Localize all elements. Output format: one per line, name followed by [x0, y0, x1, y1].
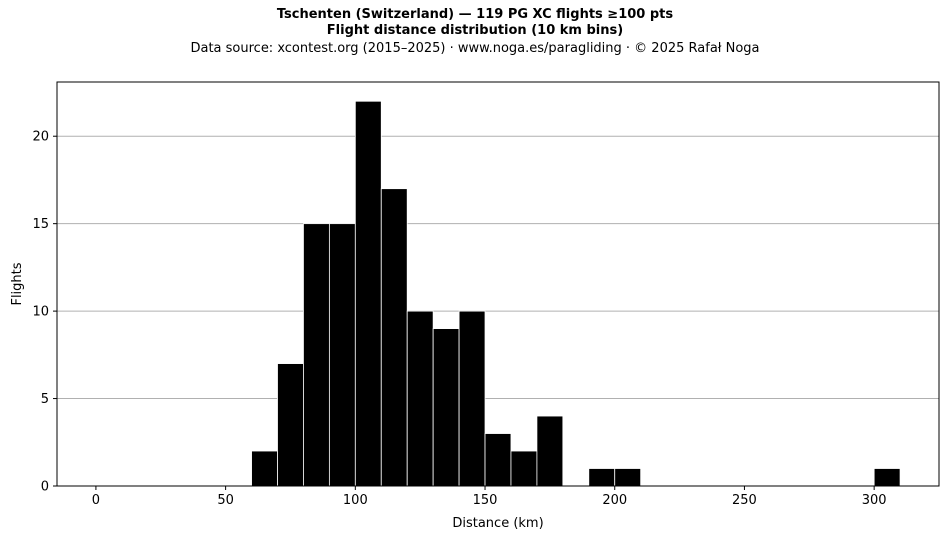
y-tick-label: 15	[32, 217, 49, 232]
histogram-bar	[873, 468, 901, 487]
histogram-bar	[536, 415, 564, 487]
x-tick-label: 300	[862, 493, 887, 508]
chart-title: Tschenten (Switzerland) — 119 PG XC flig…	[276, 7, 674, 22]
histogram-bar	[458, 310, 486, 487]
x-tick-label: 250	[732, 493, 757, 508]
histogram-bar	[614, 468, 642, 487]
chart-title-block: Tschenten (Switzerland) — 119 PG XC flig…	[0, 7, 950, 58]
histogram-bar	[406, 310, 434, 487]
y-tick-label: 10	[32, 305, 49, 320]
y-tick-label: 5	[41, 392, 49, 407]
x-tick-label: 200	[602, 493, 627, 508]
x-tick-label: 0	[92, 493, 100, 508]
histogram-bars	[251, 100, 901, 487]
histogram-bar	[354, 100, 382, 487]
histogram-bar	[380, 188, 408, 487]
histogram-bar	[588, 468, 616, 487]
x-axis-label: Distance (km)	[452, 516, 543, 531]
histogram-bar	[277, 363, 304, 487]
x-tick-label: 100	[343, 493, 368, 508]
chart-subtitle: Data source: xcontest.org (2015–2025) · …	[190, 41, 760, 56]
x-tick-label: 150	[473, 493, 498, 508]
y-tick-label: 20	[32, 130, 49, 145]
histogram-bar	[432, 328, 460, 487]
histogram-bar	[328, 223, 356, 487]
y-tick-label: 0	[41, 480, 49, 495]
histogram-bar	[484, 433, 512, 487]
axis-ticks: 0 50 100 150 200 250 300 0 5 10 15 20	[32, 130, 886, 508]
y-axis-label: Flights	[10, 262, 25, 305]
chart-title-secondary: Flight distance distribution (10 km bins…	[326, 23, 624, 38]
histogram-bar	[251, 450, 278, 487]
grid-lines	[57, 135, 939, 400]
plot-frame	[56, 81, 940, 487]
histogram-bar	[510, 450, 538, 487]
histogram-bar	[303, 223, 330, 487]
x-tick-label: 50	[217, 493, 234, 508]
